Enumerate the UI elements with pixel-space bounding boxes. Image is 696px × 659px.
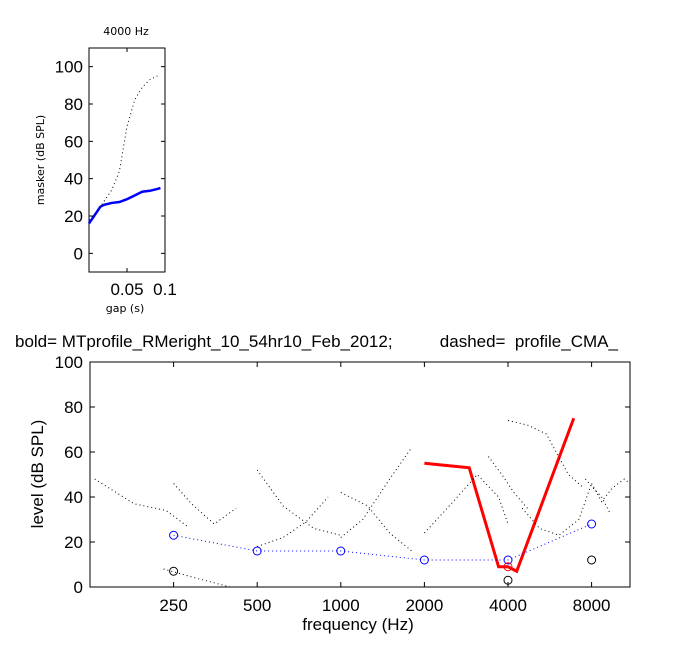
subplot-y-ticks: 0 20 40 60 80 100 <box>55 58 165 263</box>
y-tick-label: 0 <box>74 244 83 263</box>
subplot-x-ticks: 0.05 0.1 <box>110 48 177 299</box>
subplot-axes-box <box>88 47 166 273</box>
series-line-dotted <box>424 473 509 534</box>
y-tick-label: 80 <box>64 398 83 417</box>
series-line-dotted <box>591 478 631 503</box>
data-point-marker <box>419 555 429 565</box>
y-tick-label: 20 <box>64 207 83 226</box>
subplot-series <box>87 75 161 225</box>
gap-masker-subplot: 4000 Hz 0 20 40 60 80 100 0.05 0.1 gap (s) mas… <box>34 25 177 315</box>
plot-x-axis-label: frequency (Hz) <box>302 615 413 634</box>
y-tick-label: 20 <box>64 533 83 552</box>
series-line-dotted <box>487 456 528 509</box>
data-point-marker <box>503 575 513 585</box>
y-tick-label: 40 <box>64 488 83 507</box>
plot-axes-box <box>89 361 631 588</box>
data-point-marker <box>252 546 262 556</box>
x-tick-label: 2000 <box>405 596 443 615</box>
y-tick-label: 60 <box>64 443 83 462</box>
data-point-marker <box>169 530 179 540</box>
y-tick-label: 80 <box>64 95 83 114</box>
subplot-y-axis-label: masker (dB SPL) <box>34 115 47 205</box>
series-line-dotted <box>88 75 158 221</box>
x-tick-label: 8000 <box>573 596 611 615</box>
series-line-dotted <box>585 478 611 513</box>
series-line-dotted <box>173 483 237 525</box>
series-line-dotted <box>94 478 188 527</box>
data-point-marker <box>503 555 513 565</box>
series-line-bold <box>424 417 576 574</box>
data-point-marker <box>503 562 513 572</box>
series-line-dotted <box>340 447 413 538</box>
data-point-marker <box>169 566 179 576</box>
data-point-marker <box>587 555 597 565</box>
series-line-dotted <box>256 469 341 536</box>
x-tick-label: 250 <box>159 596 187 615</box>
series-line-solid <box>87 186 161 225</box>
plot-y-axis-label: level (dB SPL) <box>28 420 47 529</box>
frequency-level-plot: bold= MTprofile_RMeright_10_54hr10_Feb_2… <box>15 332 631 634</box>
y-tick-label: 60 <box>64 132 83 151</box>
plot-y-ticks: 0 20 40 60 80 100 <box>55 353 630 597</box>
y-tick-label: 100 <box>55 58 83 77</box>
y-tick-label: 100 <box>55 353 83 372</box>
data-point-marker <box>587 519 597 529</box>
x-tick-label: 4000 <box>489 596 527 615</box>
x-tick-label: 500 <box>243 596 271 615</box>
x-tick-label: 0.1 <box>153 280 177 299</box>
series-line-dotted <box>340 492 413 552</box>
series-line-dotted <box>257 496 329 547</box>
y-tick-label: 40 <box>64 170 83 189</box>
subplot-title: 4000 Hz <box>103 25 149 38</box>
plot-title: bold= MTprofile_RMeright_10_54hr10_Feb_2… <box>15 332 618 351</box>
data-point-marker <box>336 546 346 556</box>
x-tick-label: 0.05 <box>110 280 143 299</box>
subplot-x-axis-label: gap (s) <box>106 302 145 315</box>
y-tick-label: 0 <box>74 578 83 597</box>
x-tick-label: 1000 <box>322 596 360 615</box>
plot-series <box>94 417 631 588</box>
series-line-dotted <box>507 420 585 489</box>
plot-x-ticks: 250 500 1000 2000 4000 8000 <box>159 362 611 615</box>
